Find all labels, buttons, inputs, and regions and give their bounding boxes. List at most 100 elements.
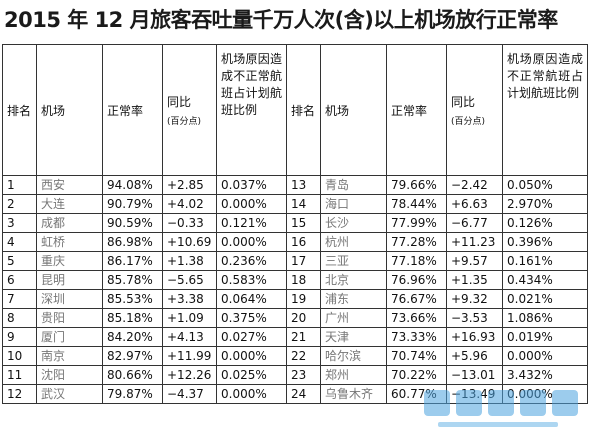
rank-cell: 13 — [286, 175, 321, 195]
yoy-cell: +4.13 — [162, 327, 217, 347]
airport-cell: 广州 — [320, 308, 387, 328]
rate-cell: 90.79% — [102, 194, 163, 214]
yoy-cell: +12.26 — [162, 365, 217, 385]
yoy-cell: +5.96 — [446, 346, 503, 366]
rank-cell: 8 — [2, 308, 37, 328]
header-airport: 机场 — [320, 44, 387, 176]
yoy-cell: +10.69 — [162, 232, 217, 252]
rank-cell: 11 — [2, 365, 37, 385]
rate-cell: 86.98% — [102, 232, 163, 252]
table-row: 2 大连 90.79% +4.02 0.000% 14 海口 78.44% +6… — [2, 194, 588, 214]
rate-cell: 78.44% — [386, 194, 447, 214]
rate-cell: 76.96% — [386, 270, 447, 290]
yoy-cell: +3.38 — [162, 289, 217, 309]
reason-cell: 0.434% — [502, 270, 588, 290]
reason-cell: 0.000% — [502, 384, 588, 404]
header-reason: 机场原因造成不正常航班占计划航班比例 — [502, 44, 588, 176]
airport-cell: 北京 — [320, 270, 387, 290]
airport-cell: 长沙 — [320, 213, 387, 233]
airport-cell: 重庆 — [36, 251, 103, 271]
rank-cell: 5 — [2, 251, 37, 271]
rate-cell: 73.33% — [386, 327, 447, 347]
reason-cell: 0.396% — [502, 232, 588, 252]
rank-cell: 7 — [2, 289, 37, 309]
airport-cell: 哈尔滨 — [320, 346, 387, 366]
reason-cell: 0.025% — [216, 365, 287, 385]
reason-cell: 0.161% — [502, 251, 588, 271]
airport-cell: 郑州 — [320, 365, 387, 385]
rate-cell: 90.59% — [102, 213, 163, 233]
yoy-cell: +11.99 — [162, 346, 217, 366]
airport-cell: 厦门 — [36, 327, 103, 347]
rate-cell: 85.18% — [102, 308, 163, 328]
rank-cell: 23 — [286, 365, 321, 385]
rank-cell: 12 — [2, 384, 37, 404]
airport-cell: 武汉 — [36, 384, 103, 404]
reason-cell: 0.236% — [216, 251, 287, 271]
yoy-cell: +1.35 — [446, 270, 503, 290]
header-yoy-unit: (百分点) — [451, 117, 486, 127]
yoy-cell: +11.23 — [446, 232, 503, 252]
yoy-cell: +9.32 — [446, 289, 503, 309]
reason-cell: 0.000% — [216, 384, 287, 404]
punctuality-table: 排名 机场 正常率 同比 (百分点) 机场原因造成不正常航班占计划航班比例 排名 … — [2, 44, 588, 404]
rank-cell: 22 — [286, 346, 321, 366]
airport-cell: 贵阳 — [36, 308, 103, 328]
airport-cell: 大连 — [36, 194, 103, 214]
rank-cell: 20 — [286, 308, 321, 328]
yoy-cell: −2.42 — [446, 175, 503, 195]
airport-cell: 南京 — [36, 346, 103, 366]
header-row: 排名 机场 正常率 同比 (百分点) 机场原因造成不正常航班占计划航班比例 排名 … — [2, 44, 588, 176]
rate-cell: 77.28% — [386, 232, 447, 252]
reason-cell: 0.126% — [502, 213, 588, 233]
rank-cell: 21 — [286, 327, 321, 347]
table-row: 11 沈阳 80.66% +12.26 0.025% 23 郑州 70.22% … — [2, 365, 588, 385]
rate-cell: 80.66% — [102, 365, 163, 385]
yoy-cell: +9.57 — [446, 251, 503, 271]
table-row: 7 深圳 85.53% +3.38 0.064% 19 浦东 76.67% +9… — [2, 289, 588, 309]
yoy-cell: +4.02 — [162, 194, 217, 214]
rate-cell: 60.77% — [386, 384, 447, 404]
reason-cell: 0.000% — [216, 194, 287, 214]
rate-cell: 77.99% — [386, 213, 447, 233]
rate-cell: 85.53% — [102, 289, 163, 309]
airport-cell: 海口 — [320, 194, 387, 214]
rate-cell: 84.20% — [102, 327, 163, 347]
rate-cell: 86.17% — [102, 251, 163, 271]
reason-cell: 0.050% — [502, 175, 588, 195]
airport-cell: 虹桥 — [36, 232, 103, 252]
reason-cell: 0.375% — [216, 308, 287, 328]
yoy-cell: +1.09 — [162, 308, 217, 328]
table-row: 3 成都 90.59% −0.33 0.121% 15 长沙 77.99% −6… — [2, 213, 588, 233]
reason-cell: 0.021% — [502, 289, 588, 309]
yoy-cell: −0.33 — [162, 213, 217, 233]
airport-cell: 沈阳 — [36, 365, 103, 385]
airport-cell: 天津 — [320, 327, 387, 347]
table-row: 5 重庆 86.17% +1.38 0.236% 17 三亚 77.18% +9… — [2, 251, 588, 271]
rank-cell: 10 — [2, 346, 37, 366]
reason-cell: 0.019% — [502, 327, 588, 347]
rate-cell: 79.87% — [102, 384, 163, 404]
rank-cell: 15 — [286, 213, 321, 233]
rank-cell: 9 — [2, 327, 37, 347]
table-row: 10 南京 82.97% +11.99 0.000% 22 哈尔滨 70.74%… — [2, 346, 588, 366]
reason-cell: 0.064% — [216, 289, 287, 309]
reason-cell: 0.037% — [216, 175, 287, 195]
yoy-cell: −4.37 — [162, 384, 217, 404]
yoy-cell: −3.53 — [446, 308, 503, 328]
airport-cell: 深圳 — [36, 289, 103, 309]
yoy-cell: −13.49 — [446, 384, 503, 404]
rate-cell: 94.08% — [102, 175, 163, 195]
rank-cell: 16 — [286, 232, 321, 252]
reason-cell: 0.027% — [216, 327, 287, 347]
rate-cell: 70.22% — [386, 365, 447, 385]
airport-cell: 三亚 — [320, 251, 387, 271]
reason-cell: 2.970% — [502, 194, 588, 214]
yoy-cell: +16.93 — [446, 327, 503, 347]
rank-cell: 2 — [2, 194, 37, 214]
header-airport: 机场 — [36, 44, 103, 176]
header-yoy-label: 同比 — [167, 95, 192, 109]
yoy-cell: +1.38 — [162, 251, 217, 271]
rank-cell: 3 — [2, 213, 37, 233]
table-row: 1 西安 94.08% +2.85 0.037% 13 青岛 79.66% −2… — [2, 175, 588, 195]
